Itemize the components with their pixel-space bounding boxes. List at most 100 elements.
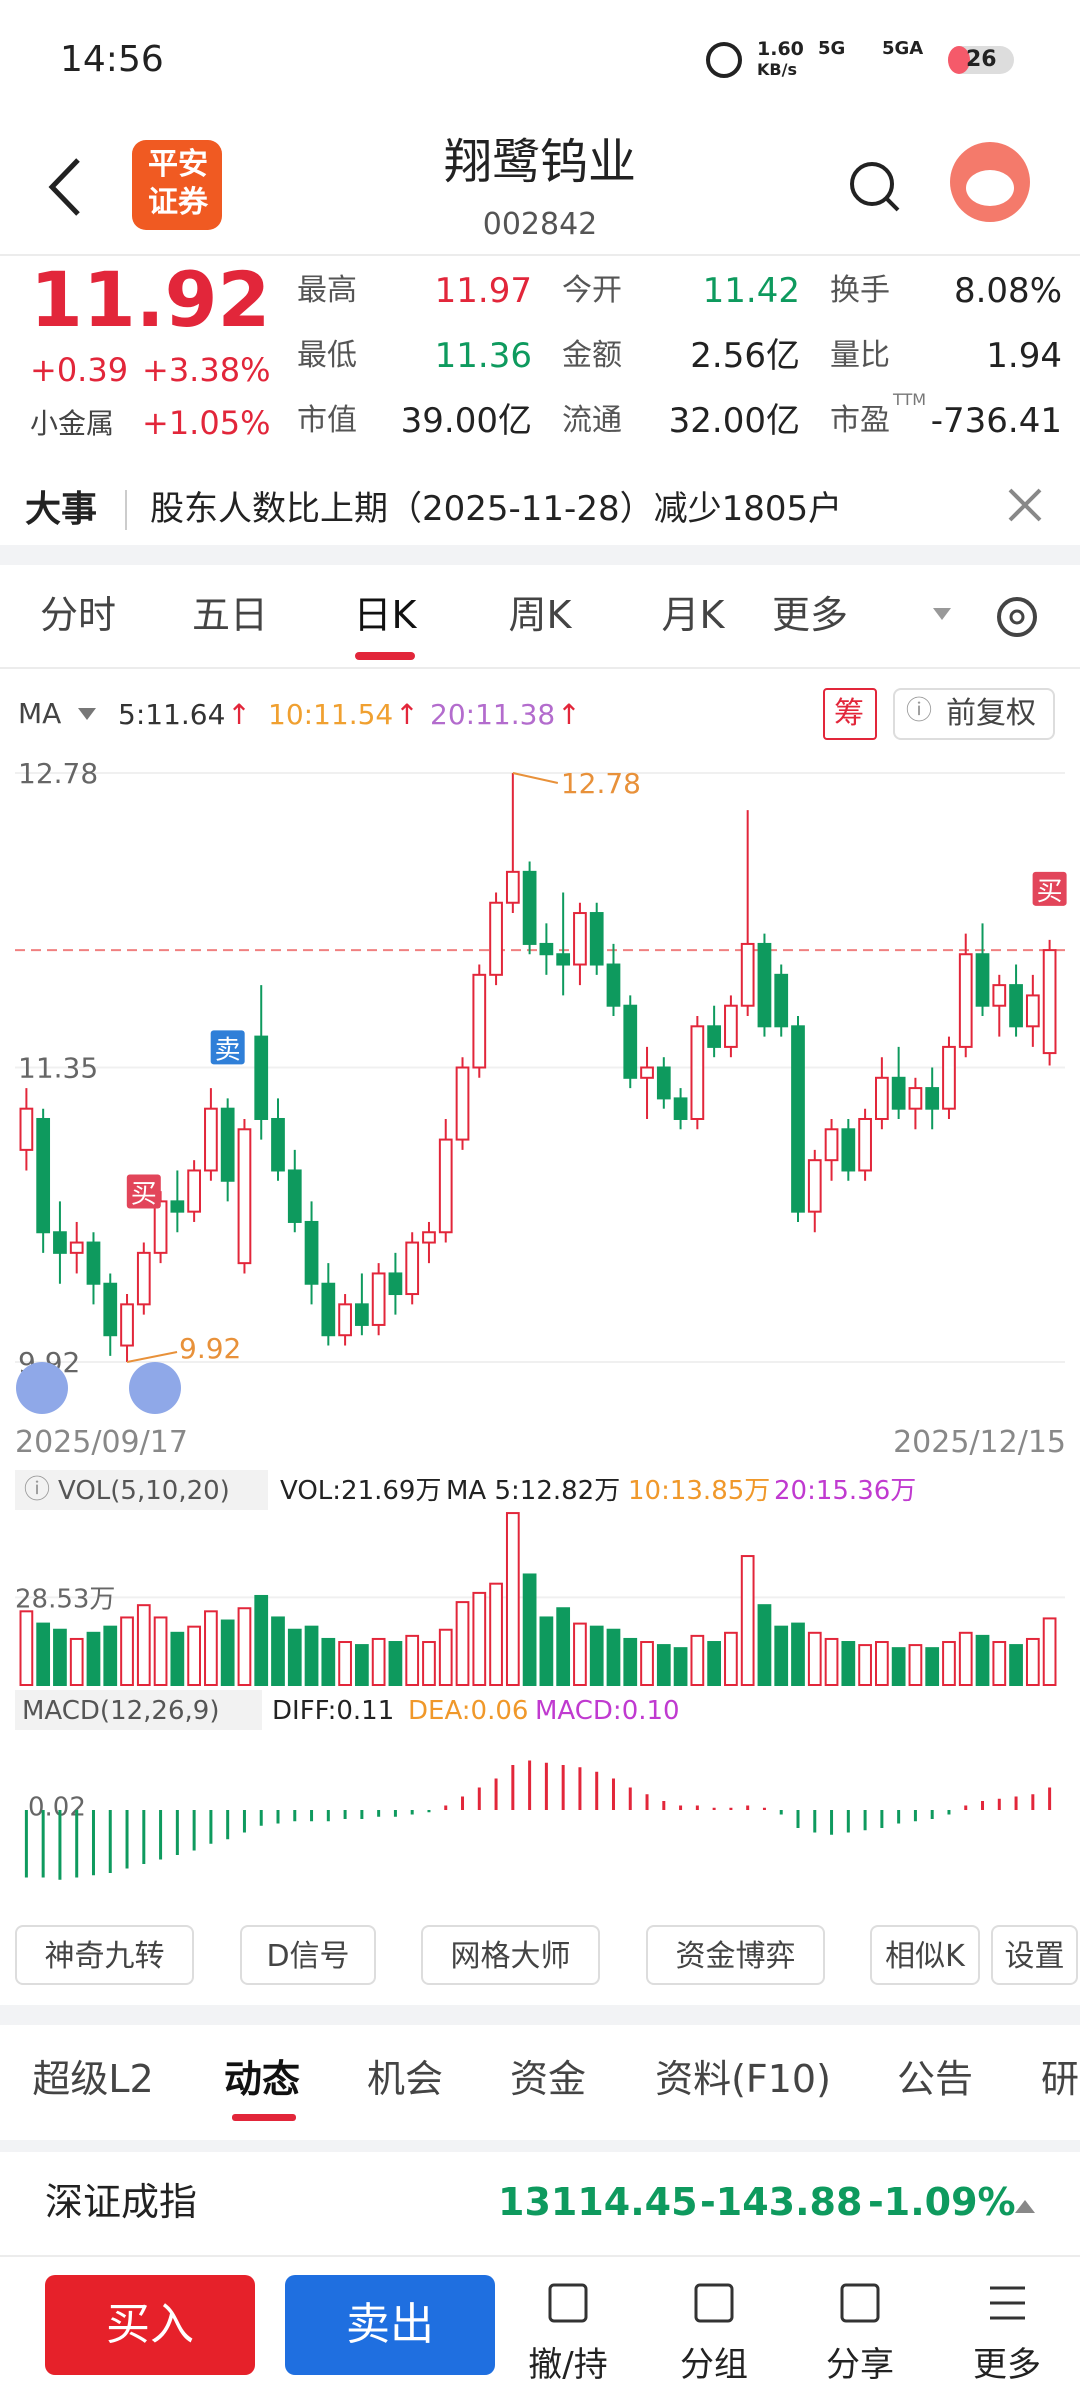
gap xyxy=(0,2140,1080,2152)
candle-body xyxy=(505,870,520,904)
candle-body xyxy=(321,1282,336,1337)
tab[interactable]: 分时 xyxy=(39,593,117,637)
vol-bar xyxy=(606,1628,621,1686)
candle-body xyxy=(824,1128,839,1162)
chip-box[interactable] xyxy=(823,688,877,740)
ma-value: 5:11.64 xyxy=(118,698,226,731)
vol-bar xyxy=(438,1628,453,1686)
sell-button[interactable] xyxy=(285,2275,495,2375)
sell-label: 卖出 xyxy=(346,2299,434,2350)
action-label[interactable]: 撤/持 xyxy=(528,2345,608,2385)
search-icon[interactable] xyxy=(850,162,894,206)
signal-box xyxy=(210,1030,245,1065)
candle-body xyxy=(472,973,487,1069)
stat-value: 11.36 xyxy=(434,336,532,376)
action-label[interactable]: 分享 xyxy=(826,2345,894,2385)
tab[interactable]: 五日 xyxy=(191,593,269,637)
candle-body xyxy=(925,1087,940,1110)
stat-value: 11.42 xyxy=(702,271,800,311)
low-pointer xyxy=(126,1351,178,1363)
action-label[interactable]: 更多 xyxy=(973,2345,1041,2385)
stat-label: 换手 xyxy=(830,273,890,308)
candle-body xyxy=(287,1169,302,1223)
candle-body xyxy=(1009,984,1023,1028)
vol-bar xyxy=(371,1637,386,1687)
close-icon[interactable] xyxy=(1008,488,1042,522)
end-date: 2025/12/15 xyxy=(893,1425,1066,1460)
settings-icon-core xyxy=(1009,609,1025,625)
vol-tick-label: 28.53万 xyxy=(15,1584,115,1614)
vol-bar xyxy=(355,1644,369,1687)
vol-bar xyxy=(19,1610,34,1687)
ma-label[interactable]: MA xyxy=(18,697,62,730)
buy-button[interactable] xyxy=(45,2275,255,2375)
tab[interactable]: 日K xyxy=(353,593,417,637)
tool-label: 相似K xyxy=(885,1939,965,1974)
section-tab[interactable]: 公告 xyxy=(896,2057,974,2101)
candle-body xyxy=(975,953,990,1007)
candle-body xyxy=(1025,994,1040,1028)
candle-body xyxy=(908,1087,923,1110)
signal: 买 xyxy=(1037,877,1063,907)
vol-bar xyxy=(522,1573,537,1686)
candle-body xyxy=(69,1241,84,1254)
stat-value: 1.94 xyxy=(986,336,1062,376)
tool-button[interactable] xyxy=(646,1925,825,1985)
tool-button[interactable] xyxy=(15,1925,194,1985)
candle-body xyxy=(438,1138,453,1234)
index-expand[interactable] xyxy=(1015,2200,1035,2213)
section-tab[interactable]: 资料(F10) xyxy=(655,2057,831,2101)
section-tab[interactable]: 机会 xyxy=(366,2057,444,2101)
vol-bar xyxy=(707,1641,721,1687)
vol-bar xyxy=(623,1637,638,1687)
adjust: 前复权 xyxy=(946,696,1036,731)
high-pointer xyxy=(512,772,559,784)
candle-body xyxy=(841,1128,856,1172)
ma-arrow: ↑ xyxy=(395,698,419,731)
vol-bar xyxy=(858,1644,872,1687)
tab[interactable]: 更多 xyxy=(771,593,849,637)
tab[interactable]: 月K xyxy=(661,593,725,637)
tool-button[interactable] xyxy=(870,1925,980,1985)
candle-body xyxy=(875,1076,889,1120)
index-name: 深证成指 xyxy=(45,2180,198,2224)
expand-button[interactable] xyxy=(16,1362,68,1414)
sector: 小金属 xyxy=(30,407,115,440)
signal-box xyxy=(1032,871,1067,906)
section-tab[interactable]: 研 xyxy=(1040,2057,1080,2101)
vol-bar xyxy=(505,1512,520,1687)
vol-bar xyxy=(472,1591,487,1687)
settings-icon[interactable] xyxy=(997,597,1037,637)
macd-dea: DEA:0.06 xyxy=(408,1696,529,1726)
action-label[interactable]: 分组 xyxy=(680,2345,748,2385)
adjust-box[interactable] xyxy=(893,688,1055,740)
event-text[interactable]: 股东人数比上期（2025-11-28）减少1805户 xyxy=(150,489,843,529)
ma-arrow: ↑ xyxy=(557,698,581,731)
fullscreen-button[interactable] xyxy=(129,1362,181,1414)
tool-button[interactable] xyxy=(240,1925,376,1985)
candle-body xyxy=(942,1045,956,1110)
macd-legend-box[interactable] xyxy=(15,1690,262,1730)
candle-body xyxy=(388,1272,403,1296)
tool-button[interactable] xyxy=(991,1925,1078,1985)
vol-bar xyxy=(824,1637,839,1687)
section-tab[interactable]: 超级L2 xyxy=(32,2057,154,2101)
tab[interactable]: 周K xyxy=(508,593,572,637)
tool-label: 神奇九转 xyxy=(44,1939,165,1974)
search-icon-handle xyxy=(884,196,900,212)
vol-legend: VOL(5,10,20) xyxy=(58,1476,230,1506)
vol-value: VOL:21.69万 xyxy=(280,1476,442,1506)
candle-body xyxy=(656,1066,671,1100)
vol-legend-box[interactable] xyxy=(15,1470,268,1510)
section-tab[interactable]: 动态 xyxy=(223,2057,301,2101)
section-tab[interactable]: 资金 xyxy=(509,2057,587,2101)
stat-label: 金额 xyxy=(562,338,622,373)
back-icon[interactable] xyxy=(48,158,80,216)
macd-macd: MACD:0.10 xyxy=(535,1696,680,1726)
vol-bar xyxy=(455,1601,470,1686)
vol-bar xyxy=(237,1607,252,1686)
ma-dropdown xyxy=(78,708,96,720)
vol-bar xyxy=(807,1631,822,1686)
tool-button[interactable] xyxy=(421,1925,600,1985)
